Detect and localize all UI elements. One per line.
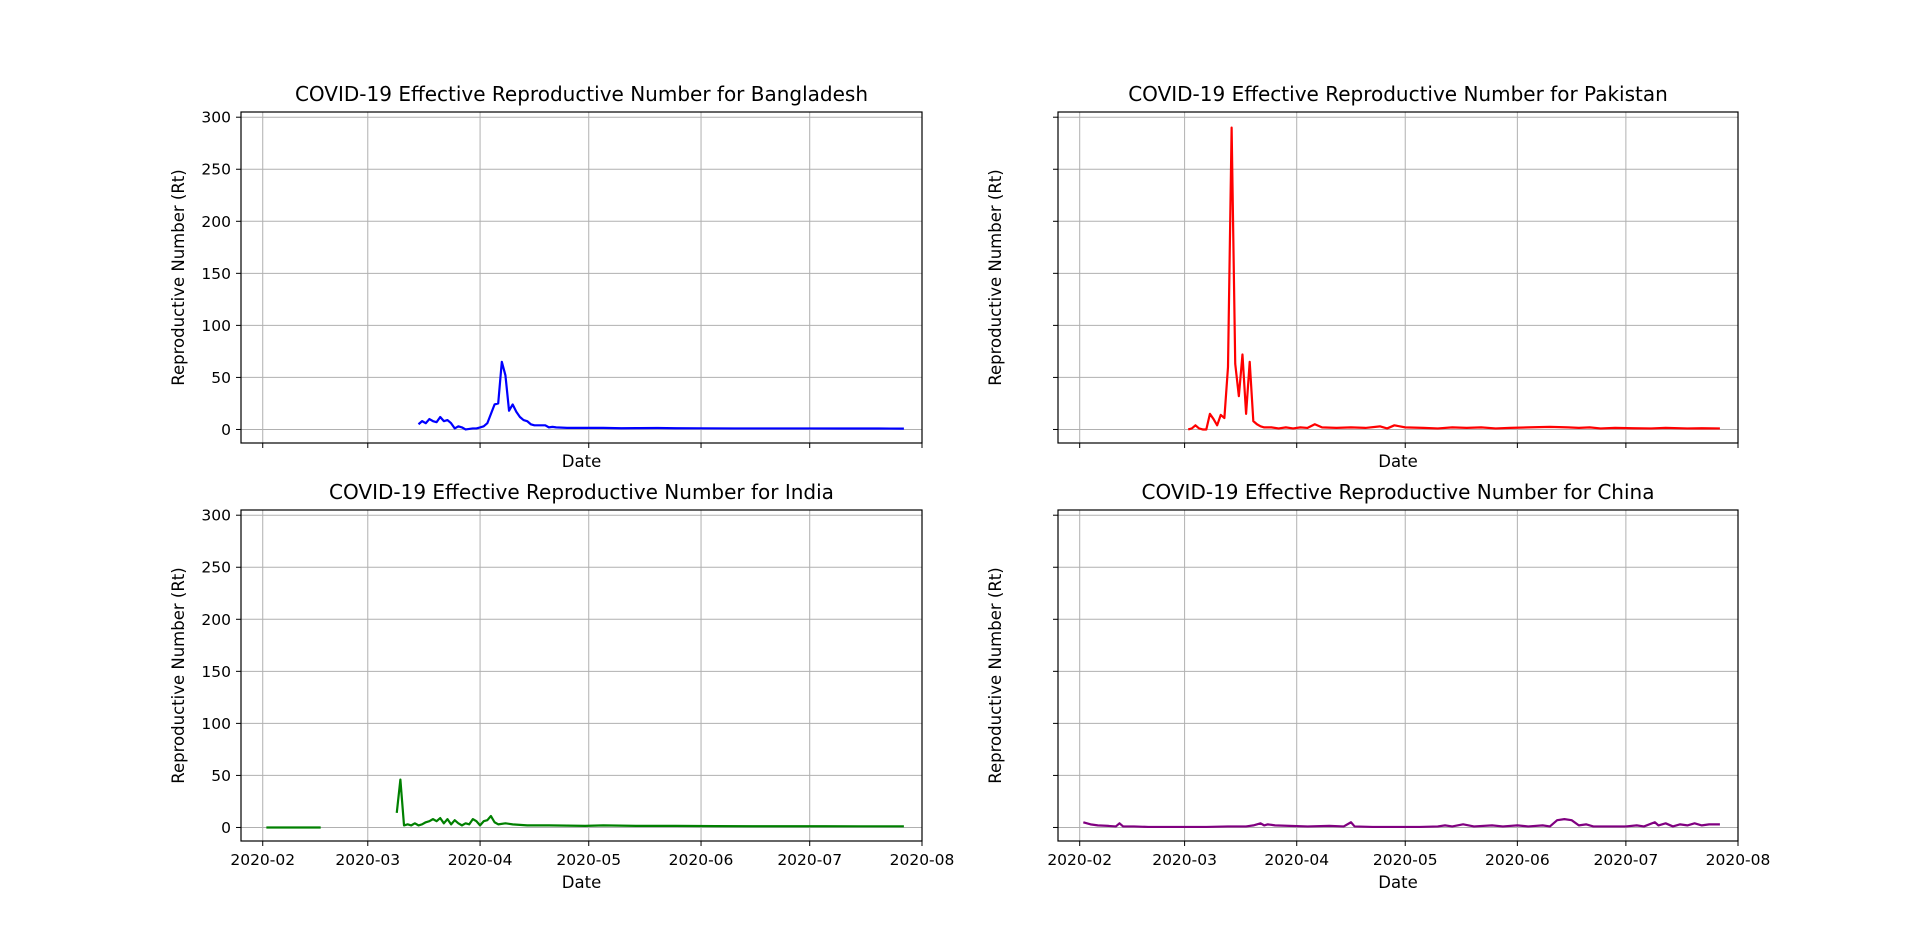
subplot-2: COVID-19 Effective Reproductive Number f… xyxy=(986,82,1739,471)
subplot-title: COVID-19 Effective Reproductive Number f… xyxy=(329,480,834,504)
y-tick-label: 200 xyxy=(201,213,231,231)
y-tick-label: 0 xyxy=(221,421,231,439)
subplot-3: 2020-02 2020-03 2020-04 2020-05 2020-06 2020-… xyxy=(169,480,954,892)
y-tick-label: 300 xyxy=(201,109,231,127)
y-axis-label: Reproductive Number (Rt) xyxy=(169,567,188,783)
x-tick-label: 2020-04 xyxy=(1264,851,1329,869)
x-tick-label: 2020-02 xyxy=(230,851,295,869)
y-tick-label: 200 xyxy=(201,611,231,629)
x-tick-label: 2020-05 xyxy=(556,851,621,869)
y-tick-label: 250 xyxy=(201,559,231,577)
x-tick-label: 2020-06 xyxy=(1485,851,1550,869)
x-axis-label: Date xyxy=(562,452,601,471)
x-tick-label: 2020-07 xyxy=(1593,851,1658,869)
x-tick-label: 2020-06 xyxy=(669,851,734,869)
y-tick-label: 50 xyxy=(211,767,231,785)
x-tick-label: 2020-02 xyxy=(1047,851,1112,869)
subplot-title: COVID-19 Effective Reproductive Number f… xyxy=(295,82,868,106)
subplot-title: COVID-19 Effective Reproductive Number f… xyxy=(1128,82,1668,106)
series-line-1-segment-1 xyxy=(417,360,904,431)
x-axis-label: Date xyxy=(1378,873,1417,892)
y-tick-label: 50 xyxy=(211,369,231,387)
x-tick-label: 2020-03 xyxy=(1152,851,1217,869)
subplot-title: COVID-19 Effective Reproductive Number f… xyxy=(1142,480,1655,504)
y-axis-label: Reproductive Number (Rt) xyxy=(986,567,1005,783)
x-tick-label: 2020-08 xyxy=(890,851,955,869)
x-axis-label: Date xyxy=(562,873,601,892)
axes-frame xyxy=(1057,111,1739,444)
x-tick-label: 2020-03 xyxy=(335,851,400,869)
y-axis-label: Reproductive Number (Rt) xyxy=(169,169,188,385)
y-tick-label: 250 xyxy=(201,161,231,179)
series-line-1-segment-1 xyxy=(1083,818,1720,829)
y-tick-label: 100 xyxy=(201,715,231,733)
y-axis-label: Reproductive Number (Rt) xyxy=(986,169,1005,385)
axes-frame xyxy=(240,111,923,444)
x-axis-label: Date xyxy=(1378,452,1417,471)
subplot-4: 2020-02 2020-03 2020-04 2020-05 2020-06 2020-… xyxy=(986,480,1770,892)
x-tick-label: 2020-04 xyxy=(448,851,513,869)
axes-frame xyxy=(240,509,923,842)
y-tick-label: 0 xyxy=(221,819,231,837)
y-tick-label: 100 xyxy=(201,317,231,335)
x-tick-label: 2020-07 xyxy=(777,851,842,869)
subplot-1: 0 50 100 150 200 250 300 COVID-19 Effective Rep… xyxy=(169,82,923,471)
y-tick-label: 150 xyxy=(201,265,231,283)
series-line-1-segment-1 xyxy=(1187,126,1720,431)
axes-frame xyxy=(1057,509,1739,842)
x-tick-label: 2020-08 xyxy=(1706,851,1771,869)
y-tick-label: 150 xyxy=(201,663,231,681)
x-tick-label: 2020-05 xyxy=(1373,851,1438,869)
y-tick-label: 300 xyxy=(201,507,231,525)
series-line-1-segment-2 xyxy=(395,778,904,828)
